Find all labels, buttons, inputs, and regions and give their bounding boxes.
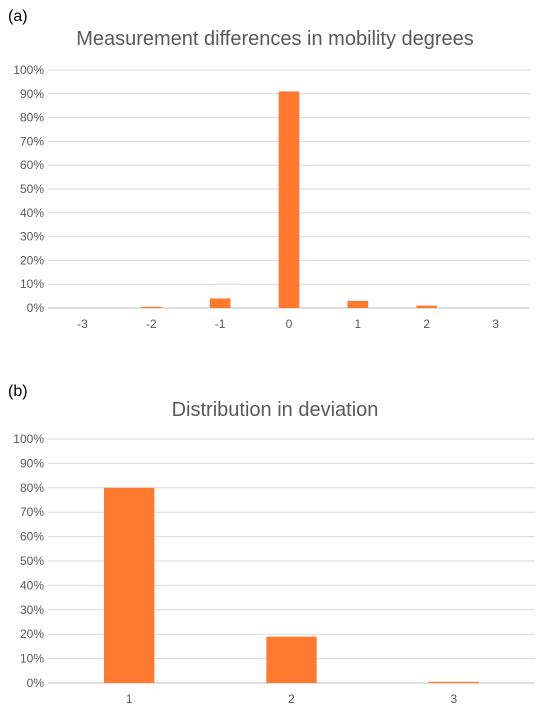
y-tick-label: 10% <box>20 277 44 291</box>
x-tick-label: 2 <box>288 692 295 706</box>
y-tick-label: 70% <box>20 505 44 519</box>
y-tick-label: 60% <box>20 530 44 544</box>
bar <box>428 681 479 683</box>
y-tick-label: 50% <box>20 554 44 568</box>
x-tick-label: 1 <box>126 692 133 706</box>
y-tick-label: 100% <box>13 63 44 77</box>
x-tick-label: -1 <box>215 317 226 331</box>
y-tick-label: 30% <box>20 230 44 244</box>
bar <box>347 300 369 308</box>
y-tick-label: 50% <box>20 182 44 196</box>
bar <box>278 91 300 308</box>
y-tick-label: 30% <box>20 603 44 617</box>
chart-panel-a: (a) Measurement differences in mobility … <box>0 0 550 350</box>
chart-title-a: Measurement differences in mobility degr… <box>76 28 474 50</box>
panel-label-a: (a) <box>8 8 28 25</box>
y-tick-label: 60% <box>20 158 44 172</box>
x-tick-label: 0 <box>286 317 293 331</box>
y-tick-label: 70% <box>20 134 44 148</box>
chart-panel-b: (b) Distribution in deviation 0% 10% 20% 30… <box>0 375 550 716</box>
y-tick-label: 0% <box>27 301 45 315</box>
y-tick-label: 20% <box>20 253 44 267</box>
chart-title-b: Distribution in deviation <box>171 399 379 421</box>
x-tick-label: 3 <box>492 317 499 331</box>
x-tick-label: 1 <box>355 317 362 331</box>
bar <box>266 636 317 683</box>
panel-label-b: (b) <box>8 383 28 400</box>
bar-chart-b: 0% 10% 20% 30% 40% 50% 60% 70% 80% 90% 100% 1 2 3 <box>13 432 535 706</box>
y-tick-label: 80% <box>20 111 44 125</box>
bar <box>104 487 155 683</box>
x-tick-label: 3 <box>450 692 457 706</box>
y-tick-label: 40% <box>20 206 44 220</box>
bar <box>209 298 231 308</box>
x-tick-label: 2 <box>423 317 430 331</box>
x-tick-label: -3 <box>77 317 88 331</box>
bar <box>140 306 162 308</box>
y-tick-label: 100% <box>13 432 44 446</box>
y-tick-label: 80% <box>20 481 44 495</box>
y-tick-label: 90% <box>20 87 44 101</box>
y-tick-label: 10% <box>20 652 44 666</box>
bar-chart-a: 0% 10% 20% 30% 40% 50% 60% 70% 80% 90% 100% -3 -2 -1 0… <box>13 63 530 331</box>
y-tick-label: 90% <box>20 456 44 470</box>
y-tick-label: 20% <box>20 627 44 641</box>
bar <box>416 305 438 308</box>
x-tick-label: -2 <box>146 317 157 331</box>
y-tick-label: 0% <box>27 676 45 690</box>
y-tick-label: 40% <box>20 578 44 592</box>
